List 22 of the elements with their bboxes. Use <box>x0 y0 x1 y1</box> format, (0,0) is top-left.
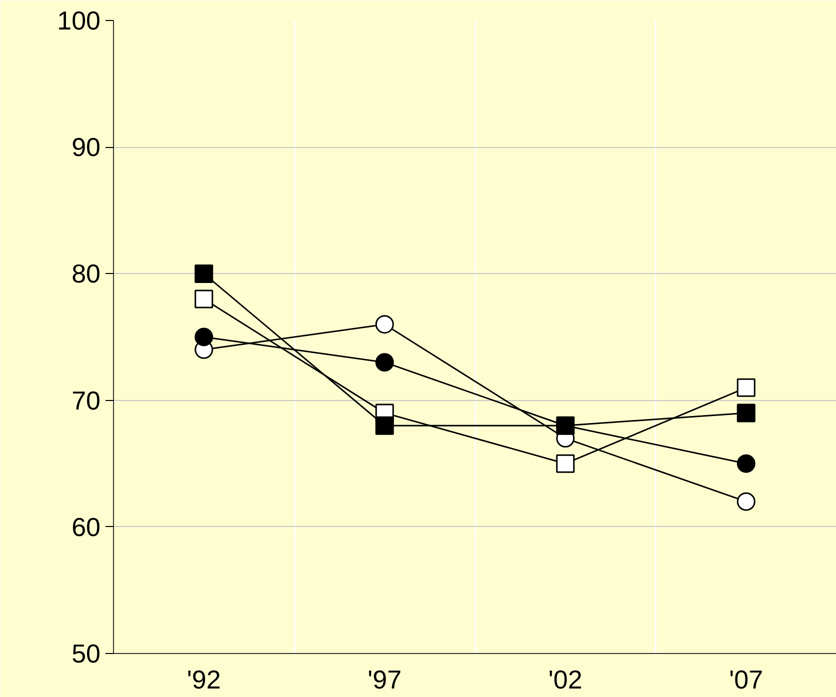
point <box>736 454 756 473</box>
point <box>194 264 214 283</box>
point <box>194 328 214 346</box>
y-tick-label: 70 <box>72 385 100 416</box>
y-tick-label: 60 <box>72 512 100 542</box>
x-tick-label: '02 <box>548 664 582 694</box>
x-tick-label: '92 <box>186 664 221 694</box>
y-tick-label: 50 <box>72 638 100 668</box>
point <box>375 315 394 334</box>
y-tick-label: 100 <box>57 6 101 36</box>
y-tick-label: 90 <box>72 132 100 162</box>
point <box>736 404 756 422</box>
x-tick-label: '07 <box>729 664 764 694</box>
point <box>375 353 394 372</box>
point <box>736 378 756 397</box>
point <box>375 416 394 435</box>
point <box>194 290 214 308</box>
point <box>736 492 756 511</box>
point <box>556 454 575 473</box>
point <box>556 416 575 435</box>
x-tick-label: '97 <box>368 664 402 694</box>
y-tick-label: 80 <box>72 258 100 289</box>
